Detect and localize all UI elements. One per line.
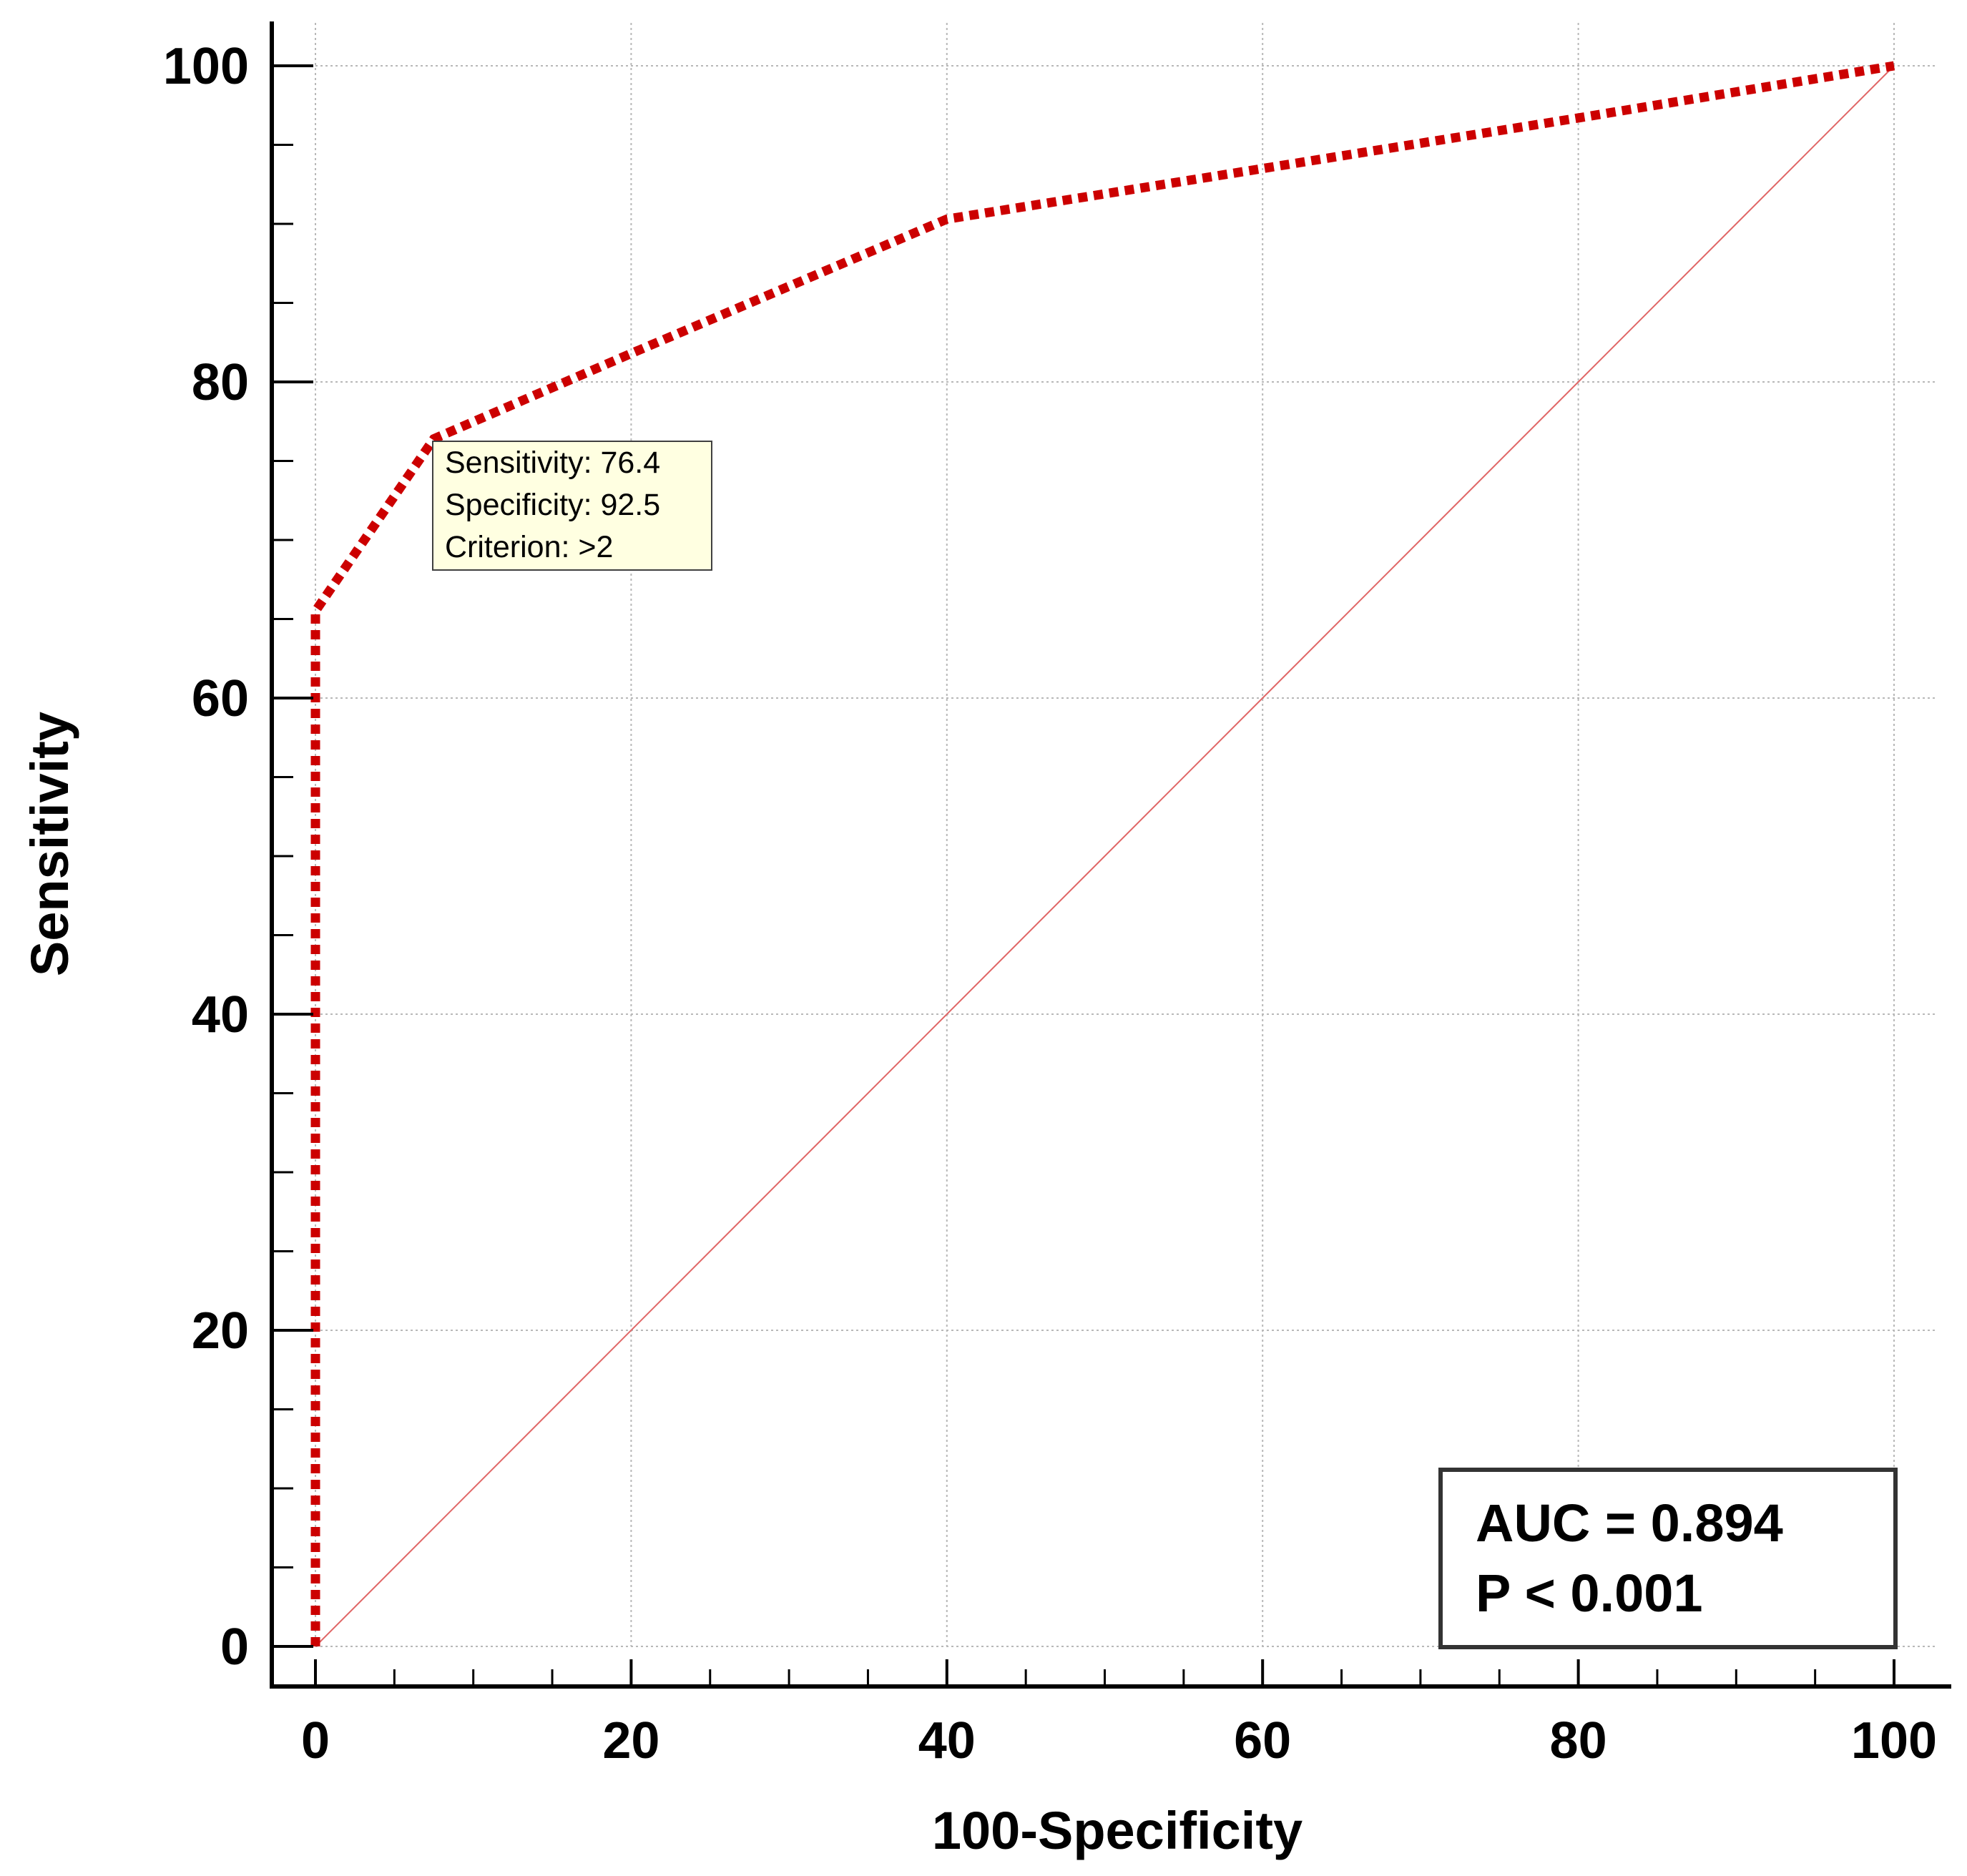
reference-diagonal-line [315, 65, 1895, 1647]
y-tick-label: 80 [192, 354, 249, 411]
y-tick-label: 40 [192, 986, 249, 1043]
x-tick-label: 20 [602, 1712, 659, 1769]
x-tick-label: 40 [918, 1712, 976, 1769]
tooltip-sensitivity: Sensitivity: 76.4 [445, 446, 660, 480]
x-axis-title: 100-Specificity [932, 1801, 1303, 1860]
tooltip-specificity: Specificity: 92.5 [445, 488, 660, 522]
y-tick-labels: 0 20 40 60 80 100 [163, 38, 249, 1676]
stats-box-border [1438, 1468, 1898, 1649]
y-tick-label: 0 [220, 1619, 249, 1676]
tooltip-box [432, 441, 712, 571]
x-tick-label: 80 [1550, 1712, 1607, 1769]
y-axis-title: Sensitivity [20, 712, 79, 976]
auc-value: AUC = 0.894 [1476, 1493, 1783, 1553]
tooltip-criterion: Criterion: >2 [445, 530, 613, 564]
axes-layer [270, 21, 1951, 1689]
y-tick-label: 100 [163, 38, 249, 95]
p-value: P < 0.001 [1476, 1563, 1703, 1623]
criterion-tooltip: Sensitivity: 76.4 Specificity: 92.5 Crit… [432, 441, 712, 571]
auc-stats-box: AUC = 0.894 P < 0.001 [1438, 1468, 1898, 1649]
x-tick-label: 100 [1851, 1712, 1937, 1769]
roc-curve-line [310, 61, 1895, 1646]
y-tick-label: 20 [192, 1302, 249, 1360]
x-tick-labels: 0 20 40 60 80 100 [301, 1712, 1937, 1769]
x-tick-label: 60 [1234, 1712, 1291, 1769]
x-tick-label: 0 [301, 1712, 330, 1769]
y-tick-label: 60 [192, 670, 249, 727]
